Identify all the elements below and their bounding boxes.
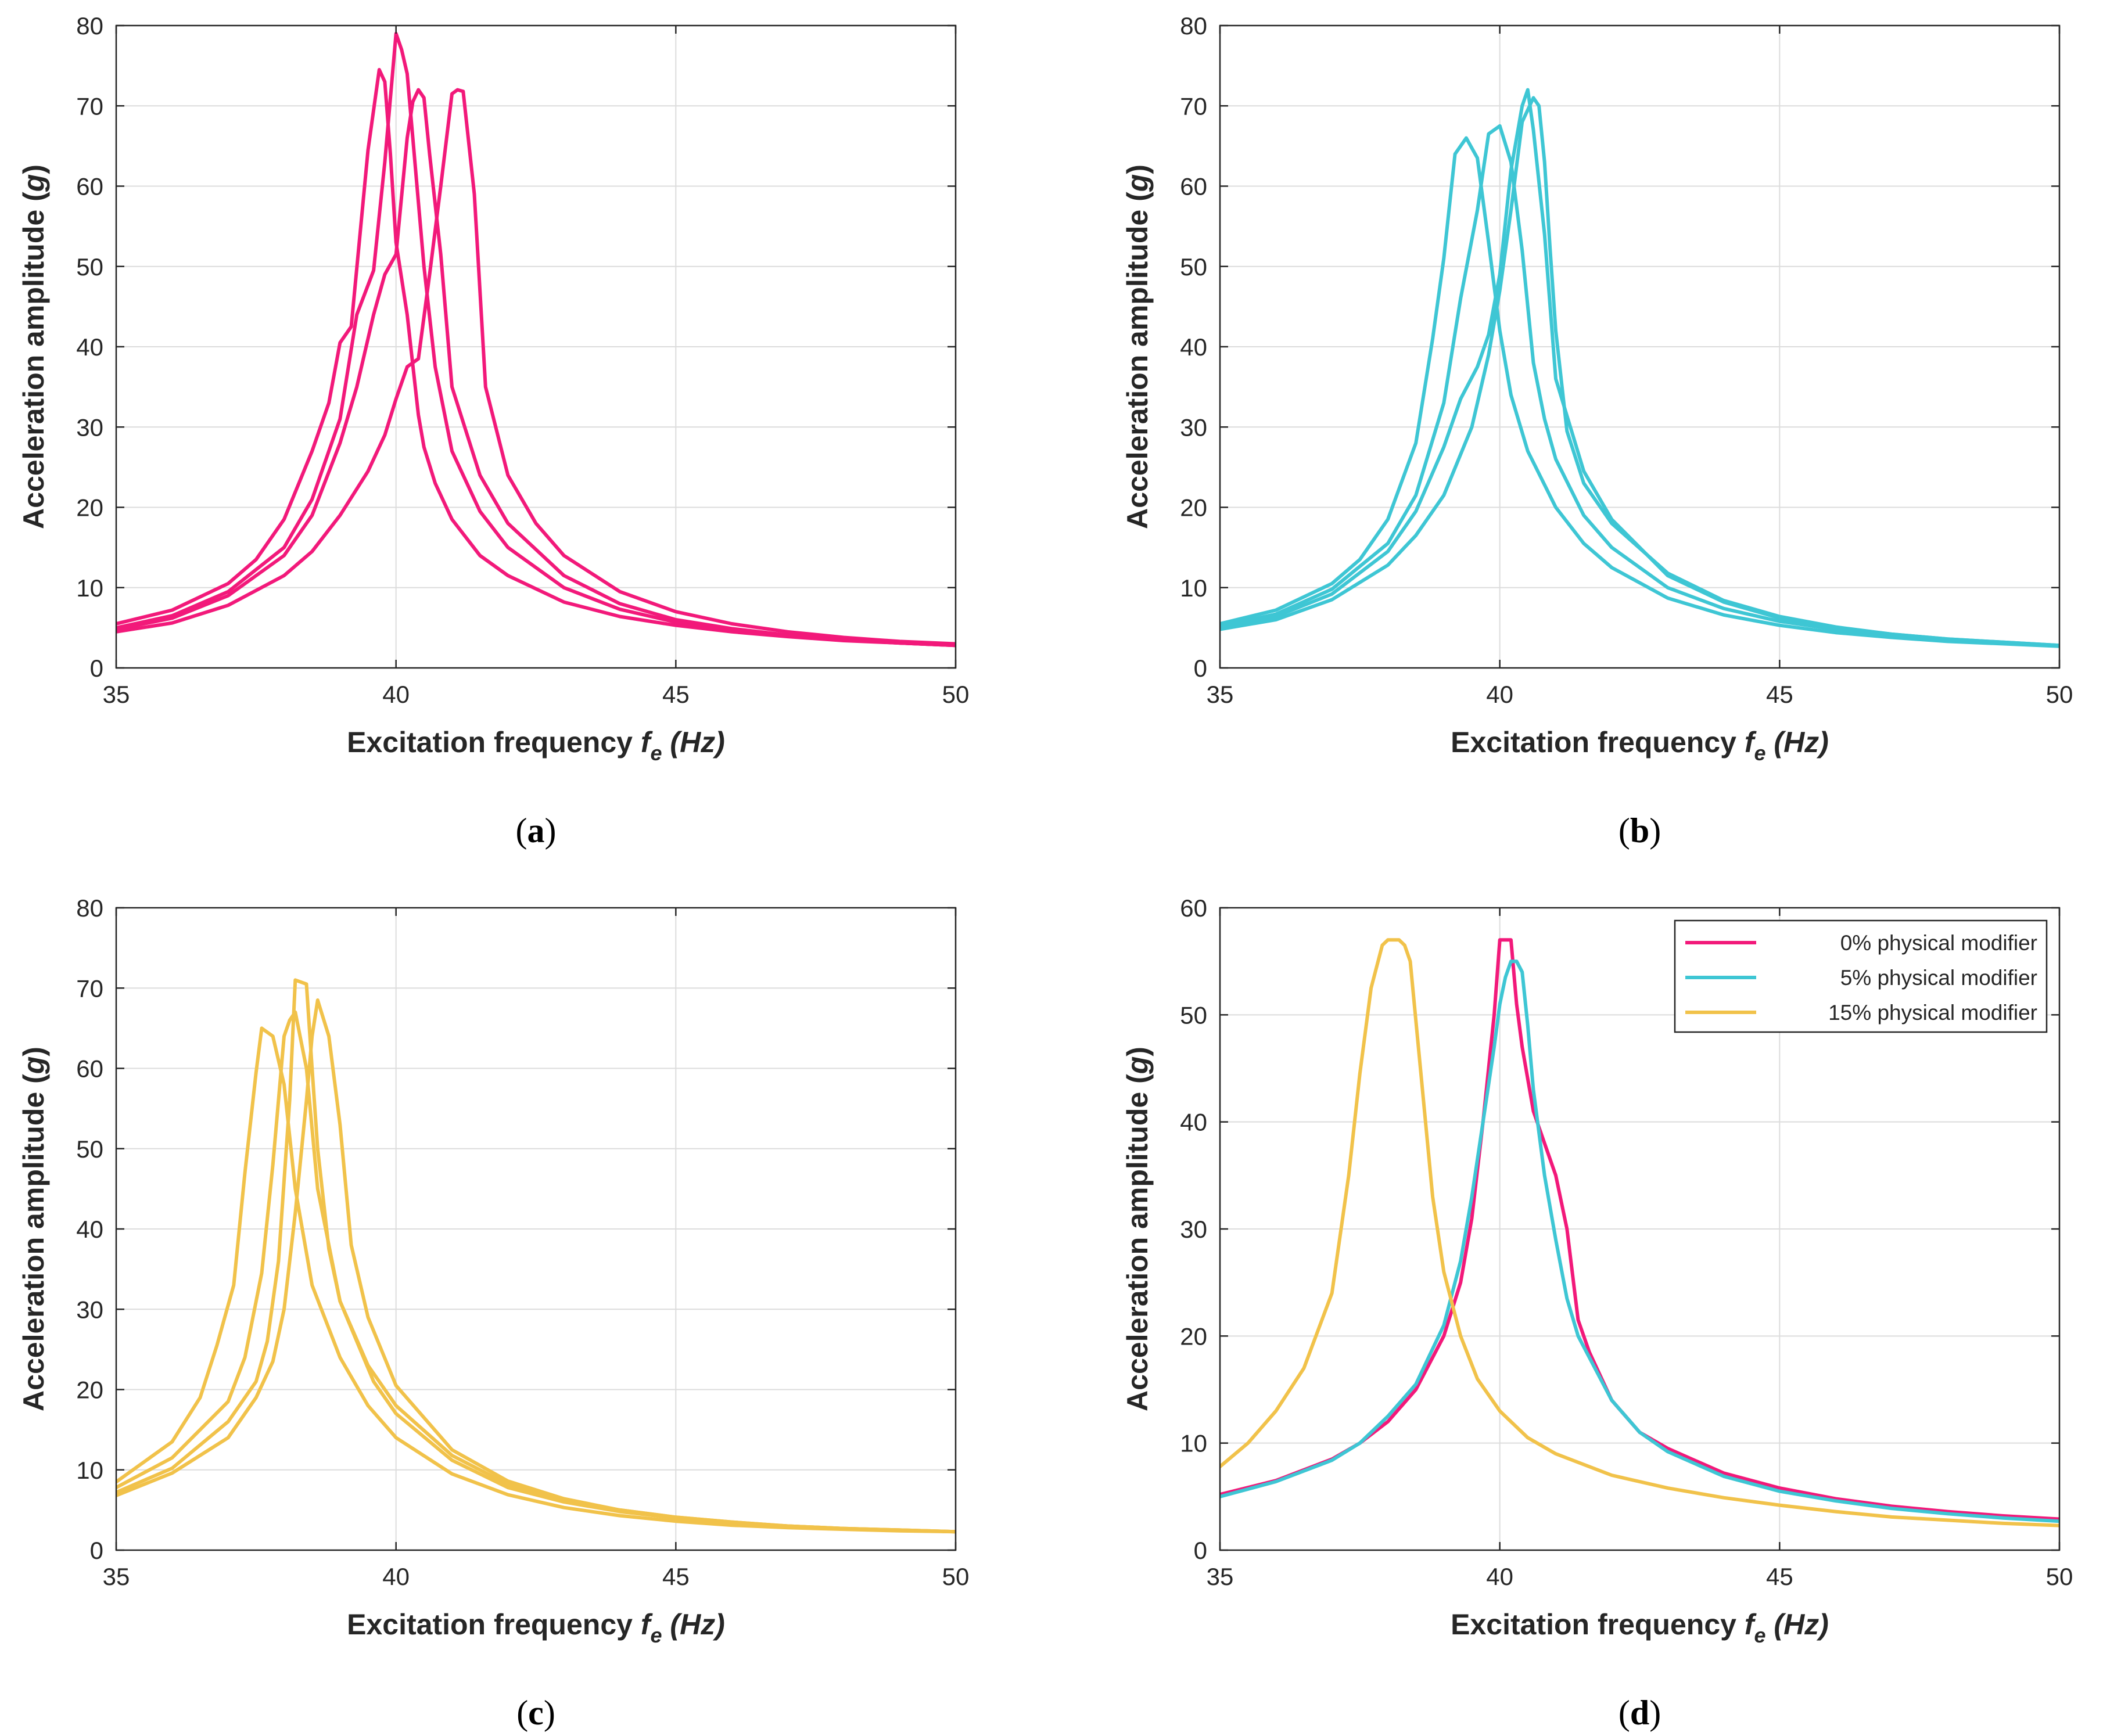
y-tick-label: 0: [1194, 1537, 1207, 1564]
y-tick-label: 60: [1180, 894, 1207, 922]
x-tick-label: 45: [662, 681, 690, 708]
y-tick-label: 60: [76, 1055, 103, 1083]
panel-a: 35 40 45 50 0 10 20 30 40 50 60 70 80 Excitation freq…: [17, 12, 969, 850]
x-tick-label: 50: [2046, 681, 2073, 708]
series-line-4: [116, 88, 956, 646]
panel-caption: (d): [1618, 1694, 1661, 1732]
panel-caption: (a): [516, 811, 557, 850]
y-tick-label: 80: [1180, 12, 1207, 39]
x-tick-label: 40: [382, 1563, 410, 1590]
x-tick-label: 35: [1207, 1563, 1234, 1590]
y-tick-label: 60: [1180, 173, 1207, 200]
y-tick-label: 70: [76, 92, 103, 120]
x-tick-label: 35: [1207, 681, 1234, 708]
legend: 0% physical modifier 5% physical modifier…: [1674, 919, 2048, 1033]
x-tick-label: 40: [382, 681, 410, 708]
y-tick-label: 80: [76, 894, 103, 922]
series-line-3: [1220, 938, 2059, 1527]
y-tick-label: 50: [76, 1135, 103, 1163]
y-tick-label: 80: [76, 12, 103, 39]
series-line-1: [116, 68, 956, 648]
x-tick-label: 40: [1486, 1563, 1513, 1590]
series-line-2: [1220, 959, 2059, 1523]
y-tick-label: 30: [1180, 414, 1207, 441]
y-tick-label: 20: [1180, 1322, 1207, 1350]
series-line-4: [116, 998, 956, 1534]
x-tick-label: 45: [1766, 681, 1793, 708]
y-tick-label: 40: [1180, 1109, 1207, 1136]
y-tick-label: 60: [76, 173, 103, 200]
legend-label: 5% physical modifier: [1840, 966, 2037, 990]
series-line-4: [1220, 96, 2059, 648]
y-tick-label: 50: [1180, 1001, 1207, 1029]
panel-caption: (c): [516, 1694, 555, 1732]
x-tick-label: 35: [103, 681, 130, 708]
x-tick-label: 45: [1766, 1563, 1793, 1590]
series-line-1: [1220, 938, 2059, 1521]
y-tick-label: 0: [1194, 655, 1207, 682]
x-tick-label: 50: [942, 681, 970, 708]
y-tick-label: 50: [1180, 253, 1207, 281]
y-tick-label: 10: [1180, 1430, 1207, 1457]
y-tick-label: 10: [76, 1457, 103, 1484]
panel-caption: (b): [1618, 811, 1661, 850]
legend-label: 0% physical modifier: [1840, 931, 2037, 955]
y-tick-label: 30: [76, 1296, 103, 1323]
y-tick-label: 0: [90, 655, 103, 682]
y-tick-label: 20: [1180, 494, 1207, 522]
y-tick-label: 70: [76, 975, 103, 1002]
series-line-3: [116, 88, 956, 648]
panel-b: 35 40 45 50 0 10 20 30 40 50 60 70 80 Excitation freq…: [1121, 12, 2073, 850]
y-tick-label: 50: [76, 253, 103, 281]
x-axis-label: Excitation frequency fe (Hz): [347, 726, 725, 765]
series-group: [116, 978, 956, 1534]
series-line-1: [1220, 136, 2059, 648]
y-tick-label: 40: [76, 333, 103, 361]
x-axis-label: Excitation frequency fe (Hz): [1451, 726, 1829, 765]
y-tick-label: 20: [76, 494, 103, 522]
x-tick-label: 45: [662, 1563, 690, 1590]
y-axis-label: Acceleration amplitude (g): [17, 1047, 50, 1411]
y-tick-label: 40: [76, 1216, 103, 1243]
y-tick-label: 70: [1180, 92, 1207, 120]
x-tick-label: 35: [103, 1563, 130, 1590]
y-tick-label: 10: [76, 574, 103, 602]
x-axis-label: Excitation frequency fe (Hz): [1451, 1608, 1829, 1647]
y-tick-label: 0: [90, 1537, 103, 1564]
y-tick-label: 10: [1180, 574, 1207, 602]
y-tick-label: 30: [1180, 1216, 1207, 1243]
series-group: [1220, 938, 2059, 1527]
x-tick-label: 50: [2046, 1563, 2073, 1590]
series-group: [1220, 88, 2059, 648]
x-axis-label: Excitation frequency fe (Hz): [347, 1608, 725, 1647]
series-line-1: [116, 1026, 956, 1534]
legend-label: 15% physical modifier: [1828, 1001, 2037, 1025]
y-axis-label: Acceleration amplitude (g): [1121, 164, 1154, 529]
panel-c: 35 40 45 50 0 10 20 30 40 50 60 70 80 Excitation freq…: [17, 894, 969, 1732]
y-tick-label: 20: [76, 1376, 103, 1404]
y-tick-label: 40: [1180, 333, 1207, 361]
y-axis-label: Acceleration amplitude (g): [1121, 1047, 1154, 1411]
y-tick-label: 30: [76, 414, 103, 441]
y-axis-label: Acceleration amplitude (g): [17, 164, 50, 529]
x-tick-label: 50: [942, 1563, 970, 1590]
series-group: [116, 31, 956, 648]
panel-d: 35 40 45 50 0 10 20 30 40 50 60 Excitation frequenc…: [1121, 894, 2073, 1732]
x-tick-label: 40: [1486, 681, 1513, 708]
